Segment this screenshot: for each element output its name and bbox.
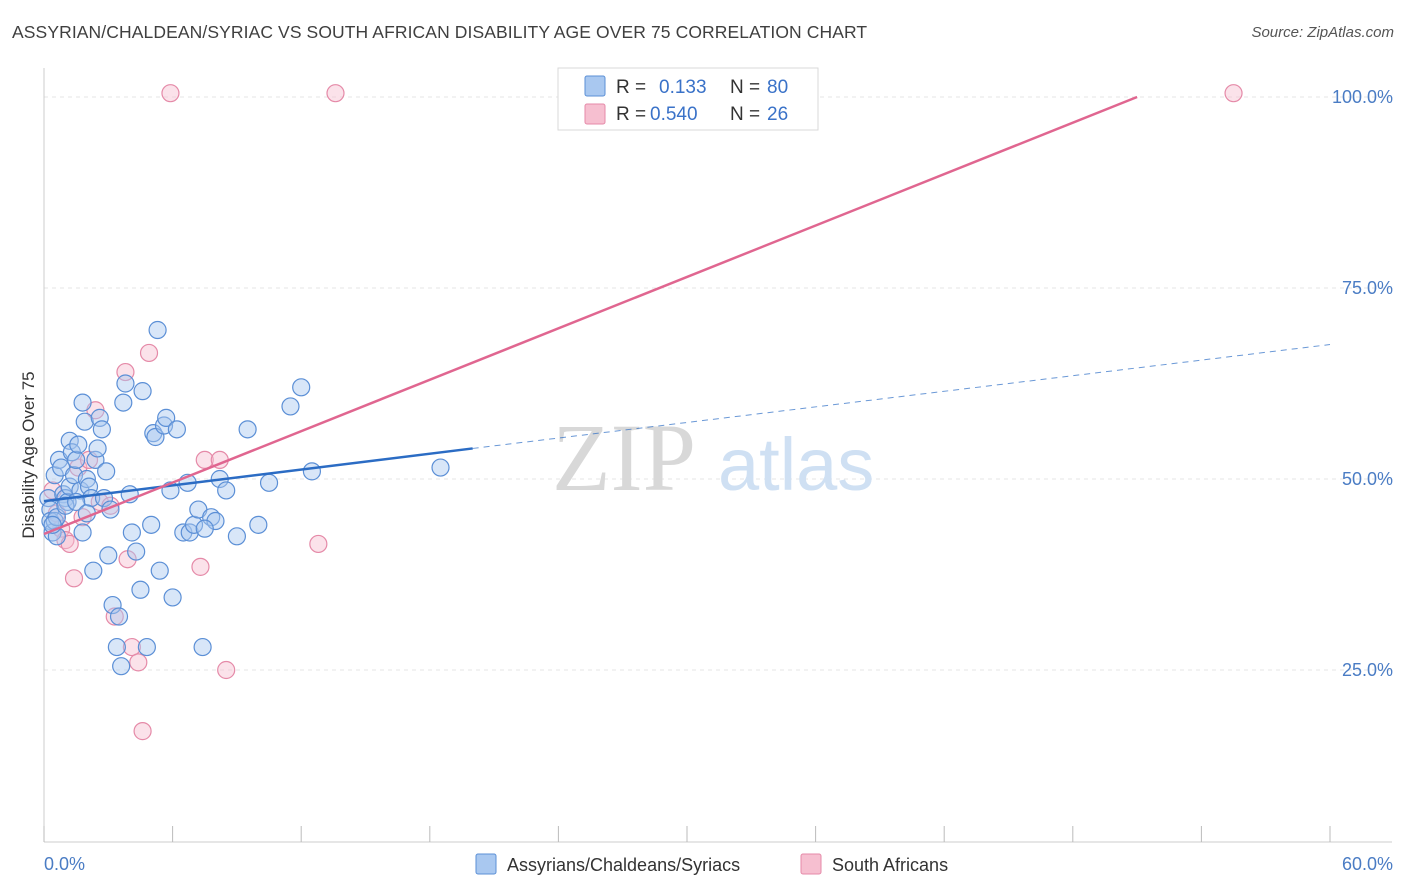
y-tick-label-25: 25.0% xyxy=(1342,660,1393,680)
south-africans-point-26 xyxy=(1224,84,1243,103)
assyrians-point-35 xyxy=(103,595,122,615)
assyrians-point-14 xyxy=(60,431,79,450)
axes xyxy=(43,68,1392,843)
bottom-legend-label-blue: Assyrians/Chaldeans/Syriacs xyxy=(507,855,740,875)
x-tick-label-60: 60.0% xyxy=(1342,854,1393,874)
assyrians-point-72 xyxy=(292,378,311,397)
assyrians-point-22 xyxy=(75,412,94,431)
y-tick-label-75: 75.0% xyxy=(1342,278,1393,298)
assyrians-point-56 xyxy=(167,420,186,439)
y-tick-label-50: 50.0% xyxy=(1342,469,1393,489)
south-africans-point-12 xyxy=(105,607,124,626)
assyrians-point-18 xyxy=(69,435,88,454)
assyrians-point-30 xyxy=(92,420,111,439)
bottom-legend: Assyrians/Chaldeans/Syriacs South Africa… xyxy=(475,853,948,875)
y-axis-label: Disability Age Over 75 xyxy=(19,371,38,538)
south-africans-point-17 xyxy=(133,722,152,741)
legend-n-value-blue: 80 xyxy=(767,77,788,98)
y-tick-labels: 25.0% 50.0% 75.0% 100.0% xyxy=(1332,87,1393,680)
assyrians-point-53 xyxy=(157,408,176,427)
assyrians-point-40 xyxy=(116,374,135,393)
x-tick-labels: 0.0% 60.0% xyxy=(44,854,1393,874)
bottom-legend-label-pink: South Africans xyxy=(832,855,948,875)
assyrians-point-69 xyxy=(249,515,268,534)
legend-swatch-blue xyxy=(584,75,606,97)
legend-box: R = 0.133 N = 80 R = 0.540 N = 26 xyxy=(557,67,819,131)
watermark-zip: ZIP xyxy=(552,404,696,511)
assyrians-point-50 xyxy=(148,320,167,340)
assyrians-point-78 xyxy=(195,519,214,538)
south-africans-point-19 xyxy=(191,557,210,576)
assyrians-point-51 xyxy=(150,561,169,580)
watermark-atlas: atlas xyxy=(718,423,874,506)
assyrians-point-27 xyxy=(86,450,105,469)
chart-title: ASSYRIAN/CHALDEAN/SYRIAC VS SOUTH AFRICA… xyxy=(12,22,868,42)
south-africans-point-23 xyxy=(309,534,328,554)
assyrians-point-45 xyxy=(133,382,152,401)
legend-r-value-pink: 0.540 xyxy=(650,104,698,125)
south-africans-point-22 xyxy=(217,660,236,680)
legend-r-value-blue: 0.133 xyxy=(659,77,707,98)
assyrians-trend-line xyxy=(43,447,473,503)
assyrians-point-75 xyxy=(56,496,75,515)
south-africans-trend-line xyxy=(43,95,1138,536)
legend-n-label-pink: N = xyxy=(730,104,760,125)
assyrians-point-38 xyxy=(112,657,131,676)
assyrians-point-42 xyxy=(122,523,141,542)
south-africans-point-24 xyxy=(161,84,180,103)
chart-source: Source: ZipAtlas.com xyxy=(1251,24,1394,41)
assyrians-trend-extension xyxy=(472,344,1331,449)
assyrians-point-70 xyxy=(259,473,279,492)
assyrians-point-55 xyxy=(163,588,182,607)
assyrians-point-44 xyxy=(131,580,150,599)
assyrians-point-73 xyxy=(302,462,322,481)
south-africans-point-16 xyxy=(129,653,148,672)
assyrians-point-66 xyxy=(217,481,236,500)
assyrians-point-68 xyxy=(238,420,257,439)
assyrians-point-21 xyxy=(73,523,92,542)
assyrians-point-62 xyxy=(193,637,212,657)
assyrians-point-71 xyxy=(281,397,300,416)
x-tick-label-0: 0.0% xyxy=(44,854,85,874)
watermark: ZIP atlas xyxy=(552,404,874,511)
assyrians-point-17 xyxy=(67,450,86,469)
trend-lines xyxy=(43,95,1331,536)
legend-r-label-pink: R = xyxy=(616,104,646,125)
assyrians-point-32 xyxy=(97,462,116,481)
legend-r-label-blue: R = xyxy=(616,77,646,98)
assyrians-point-47 xyxy=(142,515,161,534)
south-africans-point-18 xyxy=(139,343,159,363)
assyrians-point-39 xyxy=(114,393,133,412)
legend-n-label-blue: N = xyxy=(730,77,760,98)
south-africans-point-25 xyxy=(326,84,345,103)
bottom-legend-swatch-pink xyxy=(800,853,822,875)
assyrians-point-67 xyxy=(227,527,246,546)
legend-n-value-pink: 26 xyxy=(767,104,788,125)
y-tick-label-100: 100.0% xyxy=(1332,87,1393,107)
south-africans-point-5 xyxy=(64,569,84,588)
assyrians-point-33 xyxy=(99,546,118,565)
south-africans-point-15 xyxy=(122,637,141,657)
assyrians-point-36 xyxy=(107,637,126,657)
grid-lines xyxy=(44,96,1392,671)
assyrians-point-28 xyxy=(88,439,107,458)
assyrians-point-37 xyxy=(109,607,129,626)
bottom-legend-swatch-blue xyxy=(475,853,497,875)
legend-swatch-pink xyxy=(584,103,606,125)
assyrians-point-29 xyxy=(90,408,109,427)
assyrians-point-20 xyxy=(73,393,92,412)
assyrians-point-46 xyxy=(137,637,156,657)
assyrians-point-79 xyxy=(431,458,450,477)
assyrians-point-43 xyxy=(127,542,146,561)
assyrians-points xyxy=(39,320,450,676)
assyrians-point-26 xyxy=(84,561,103,580)
assyrians-point-13 xyxy=(60,477,79,496)
